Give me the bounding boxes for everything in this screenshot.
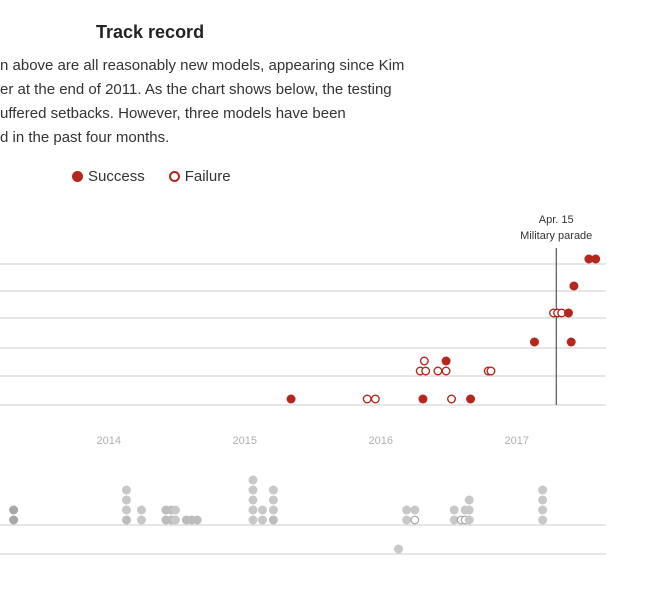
failure-point — [447, 394, 457, 404]
success-point — [529, 337, 539, 347]
gray-point — [136, 505, 146, 515]
gray-point — [538, 495, 548, 505]
gray-point — [268, 495, 278, 505]
gray-point — [449, 505, 459, 515]
legend-success: Success — [72, 168, 145, 185]
gray-point — [248, 475, 258, 485]
paragraph-line: n above are all reasonably new models, a… — [0, 57, 405, 74]
success-point — [566, 337, 576, 347]
paragraph-line: uffered setbacks. However, three models … — [0, 105, 346, 122]
gray-point — [170, 515, 180, 525]
failure-point — [486, 366, 496, 376]
legend-failure: Failure — [168, 168, 231, 185]
gray-point — [538, 505, 548, 515]
gray-point — [248, 495, 258, 505]
failure-point — [421, 366, 431, 376]
success-point — [569, 281, 579, 291]
gray-point — [464, 515, 474, 525]
legend-success-label: Success — [88, 168, 145, 185]
x-tick-label: 2014 — [97, 435, 121, 447]
gray-point — [121, 505, 131, 515]
success-point — [418, 394, 428, 404]
gray-point — [9, 515, 19, 525]
gray-point — [393, 544, 403, 554]
success-point — [563, 308, 573, 318]
gray-point — [464, 495, 474, 505]
test-points — [286, 254, 601, 404]
gray-point — [402, 505, 412, 515]
chart-title: Track record — [96, 22, 205, 42]
failure-point — [441, 366, 451, 376]
gray-point — [248, 485, 258, 495]
success-point — [441, 356, 451, 366]
success-point — [286, 394, 296, 404]
gray-point — [136, 515, 146, 525]
gray-point — [121, 515, 131, 525]
gray-point — [248, 505, 258, 515]
annotation-label: Military parade — [520, 230, 592, 242]
success-point — [584, 254, 594, 264]
success-point — [466, 394, 476, 404]
annotation-date: Apr. 15 — [539, 214, 574, 226]
failure-circle-icon — [168, 171, 180, 182]
failure-point — [433, 366, 443, 376]
x-axis-ticks: 2014 2015 2016 2017 — [97, 435, 529, 447]
gray-point — [257, 515, 267, 525]
gray-point — [268, 515, 278, 525]
gray-point — [449, 515, 459, 525]
failure-point — [419, 356, 429, 366]
legend-failure-label: Failure — [184, 168, 231, 185]
test-points-secondary — [9, 475, 548, 554]
gray-point — [121, 485, 131, 495]
gray-point — [538, 485, 548, 495]
legend: Success Failure — [72, 168, 255, 185]
paragraph-line: er at the end of 2011. As the chart show… — [0, 81, 392, 98]
gray-point — [268, 505, 278, 515]
parade-annotation: Apr. 15 Military parade — [520, 214, 592, 405]
gray-failure-point — [410, 515, 420, 525]
gray-point — [257, 505, 267, 515]
gray-point — [410, 505, 420, 515]
success-point — [591, 254, 601, 264]
failure-point — [362, 394, 372, 404]
x-tick-label: 2015 — [233, 435, 257, 447]
gridlines — [0, 263, 606, 555]
gray-point — [9, 505, 19, 515]
gray-point — [192, 515, 202, 525]
intro-paragraph: n above are all reasonably new models, a… — [0, 54, 420, 150]
gray-point — [268, 485, 278, 495]
x-tick-label: 2017 — [505, 435, 529, 447]
x-tick-label: 2016 — [369, 435, 393, 447]
success-dot-icon — [72, 171, 83, 182]
failure-point — [370, 394, 380, 404]
paragraph-line: d in the past four months. — [0, 129, 170, 146]
gray-point — [402, 515, 412, 525]
gray-point — [121, 495, 131, 505]
gray-point — [464, 505, 474, 515]
gray-point — [538, 515, 548, 525]
gray-point — [248, 515, 258, 525]
gray-point — [170, 505, 180, 515]
